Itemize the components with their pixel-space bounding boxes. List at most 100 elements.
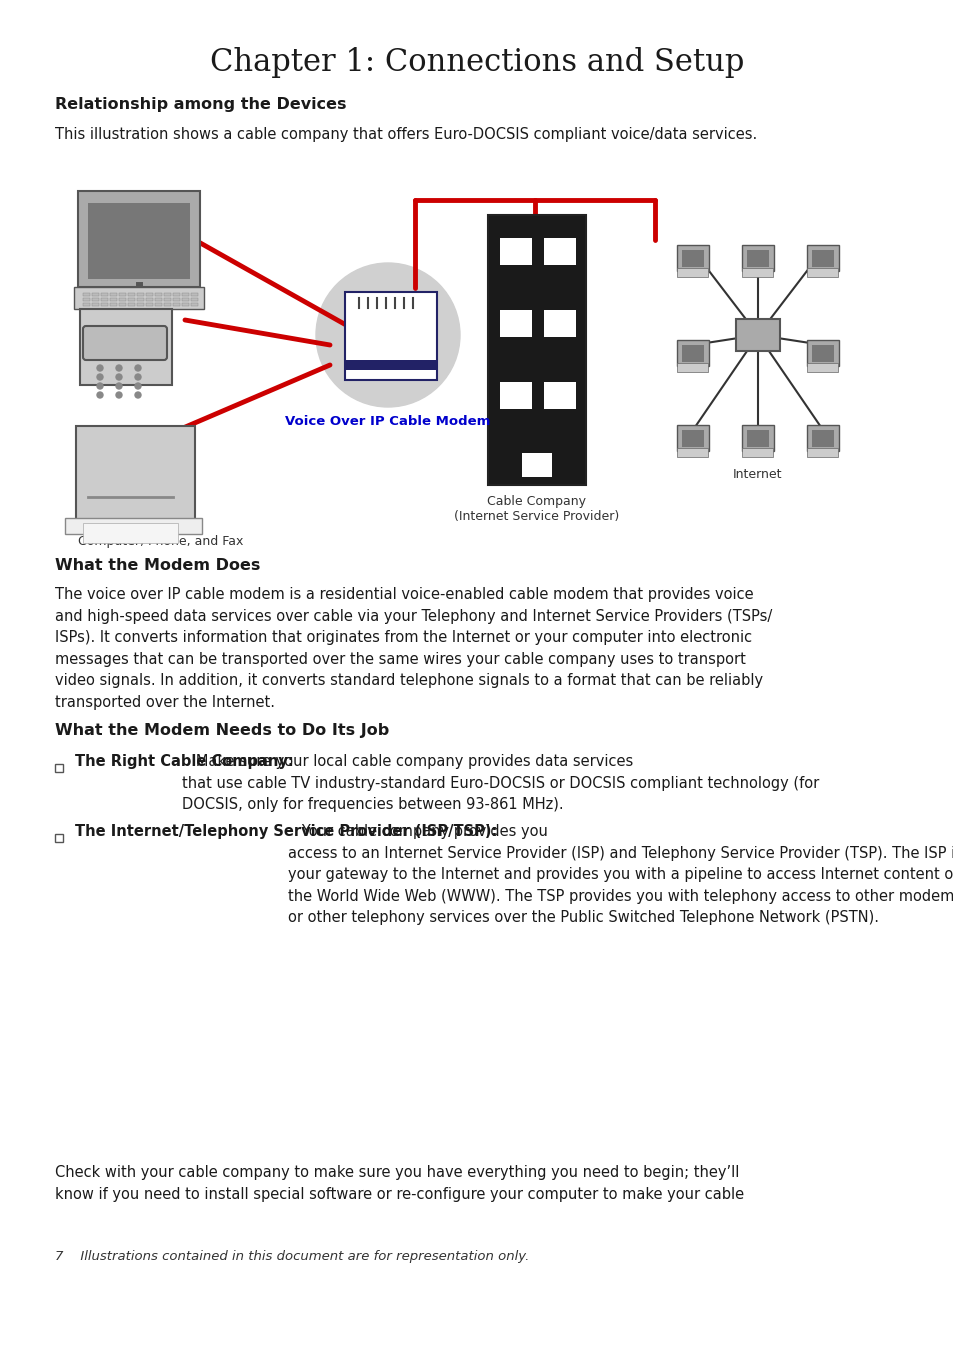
FancyBboxPatch shape — [191, 298, 198, 301]
FancyBboxPatch shape — [191, 293, 198, 296]
FancyBboxPatch shape — [80, 309, 172, 385]
FancyBboxPatch shape — [119, 302, 126, 306]
Circle shape — [135, 383, 141, 389]
Text: Your cable company provides you
access to an Internet Service Provider (ISP) and: Your cable company provides you access t… — [288, 824, 953, 925]
FancyBboxPatch shape — [746, 250, 768, 267]
FancyBboxPatch shape — [543, 310, 576, 338]
FancyBboxPatch shape — [55, 834, 63, 842]
FancyBboxPatch shape — [677, 363, 708, 371]
FancyBboxPatch shape — [146, 293, 152, 296]
Text: 7    Illustrations contained in this document are for representation only.: 7 Illustrations contained in this docume… — [55, 1250, 529, 1264]
FancyBboxPatch shape — [128, 293, 135, 296]
FancyBboxPatch shape — [345, 360, 436, 370]
FancyBboxPatch shape — [811, 431, 833, 447]
FancyBboxPatch shape — [746, 431, 768, 447]
FancyBboxPatch shape — [83, 293, 90, 296]
FancyBboxPatch shape — [83, 298, 90, 301]
FancyBboxPatch shape — [164, 293, 171, 296]
Text: Chapter 1: Connections and Setup: Chapter 1: Connections and Setup — [210, 46, 743, 77]
FancyBboxPatch shape — [741, 447, 773, 456]
Text: This illustration shows a cable company that offers Euro-DOCSIS compliant voice/: This illustration shows a cable company … — [55, 127, 757, 142]
FancyBboxPatch shape — [91, 302, 99, 306]
Circle shape — [97, 374, 103, 379]
FancyBboxPatch shape — [677, 447, 708, 456]
FancyBboxPatch shape — [164, 302, 171, 306]
FancyBboxPatch shape — [499, 310, 532, 338]
Text: The voice over IP cable modem is a residential voice-enabled cable modem that pr: The voice over IP cable modem is a resid… — [55, 587, 771, 710]
Circle shape — [97, 383, 103, 389]
FancyBboxPatch shape — [137, 298, 144, 301]
FancyBboxPatch shape — [543, 382, 576, 409]
FancyBboxPatch shape — [735, 319, 780, 351]
FancyBboxPatch shape — [172, 293, 180, 296]
FancyBboxPatch shape — [806, 340, 838, 366]
Circle shape — [135, 374, 141, 379]
FancyBboxPatch shape — [806, 447, 838, 456]
FancyBboxPatch shape — [681, 250, 703, 267]
FancyBboxPatch shape — [811, 346, 833, 362]
FancyBboxPatch shape — [65, 518, 202, 535]
FancyBboxPatch shape — [741, 244, 773, 271]
Circle shape — [97, 364, 103, 371]
Circle shape — [116, 364, 122, 371]
FancyBboxPatch shape — [741, 267, 773, 277]
Text: Internet: Internet — [733, 468, 781, 481]
FancyBboxPatch shape — [488, 215, 585, 485]
FancyBboxPatch shape — [76, 427, 194, 525]
FancyBboxPatch shape — [499, 382, 532, 409]
FancyBboxPatch shape — [110, 302, 117, 306]
FancyBboxPatch shape — [119, 298, 126, 301]
FancyBboxPatch shape — [110, 293, 117, 296]
Text: What the Modem Needs to Do Its Job: What the Modem Needs to Do Its Job — [55, 722, 389, 737]
FancyBboxPatch shape — [182, 298, 189, 301]
FancyBboxPatch shape — [91, 293, 99, 296]
FancyBboxPatch shape — [110, 298, 117, 301]
FancyBboxPatch shape — [119, 293, 126, 296]
FancyBboxPatch shape — [55, 764, 63, 772]
FancyBboxPatch shape — [101, 298, 108, 301]
FancyBboxPatch shape — [154, 293, 162, 296]
FancyBboxPatch shape — [191, 302, 198, 306]
FancyBboxPatch shape — [154, 302, 162, 306]
Text: Make sure your local cable company provides data services
that use cable TV indu: Make sure your local cable company provi… — [182, 755, 819, 813]
Text: Relationship among the Devices: Relationship among the Devices — [55, 97, 346, 112]
FancyBboxPatch shape — [83, 325, 167, 360]
FancyBboxPatch shape — [345, 292, 436, 379]
FancyBboxPatch shape — [137, 293, 144, 296]
Circle shape — [116, 374, 122, 379]
FancyBboxPatch shape — [521, 454, 552, 477]
Circle shape — [116, 392, 122, 398]
Circle shape — [135, 364, 141, 371]
FancyBboxPatch shape — [91, 298, 99, 301]
FancyBboxPatch shape — [499, 238, 532, 265]
Circle shape — [97, 392, 103, 398]
FancyBboxPatch shape — [128, 298, 135, 301]
FancyBboxPatch shape — [677, 267, 708, 277]
FancyBboxPatch shape — [83, 302, 90, 306]
FancyBboxPatch shape — [182, 302, 189, 306]
FancyBboxPatch shape — [677, 340, 708, 366]
FancyBboxPatch shape — [74, 288, 204, 309]
FancyBboxPatch shape — [677, 244, 708, 271]
FancyBboxPatch shape — [543, 238, 576, 265]
FancyBboxPatch shape — [78, 190, 200, 288]
FancyBboxPatch shape — [88, 202, 190, 279]
FancyBboxPatch shape — [101, 302, 108, 306]
FancyBboxPatch shape — [83, 522, 178, 543]
Text: What the Modem Does: What the Modem Does — [55, 558, 260, 572]
Text: The Internet/Telephony Service Provider (ISP/TSP):: The Internet/Telephony Service Provider … — [75, 824, 497, 838]
FancyBboxPatch shape — [154, 298, 162, 301]
FancyBboxPatch shape — [182, 293, 189, 296]
FancyBboxPatch shape — [681, 346, 703, 362]
FancyBboxPatch shape — [164, 298, 171, 301]
FancyBboxPatch shape — [806, 425, 838, 451]
FancyBboxPatch shape — [128, 302, 135, 306]
FancyBboxPatch shape — [677, 425, 708, 451]
FancyBboxPatch shape — [146, 302, 152, 306]
FancyBboxPatch shape — [741, 425, 773, 451]
FancyBboxPatch shape — [172, 302, 180, 306]
FancyBboxPatch shape — [101, 293, 108, 296]
FancyBboxPatch shape — [137, 302, 144, 306]
FancyBboxPatch shape — [172, 298, 180, 301]
Circle shape — [116, 383, 122, 389]
